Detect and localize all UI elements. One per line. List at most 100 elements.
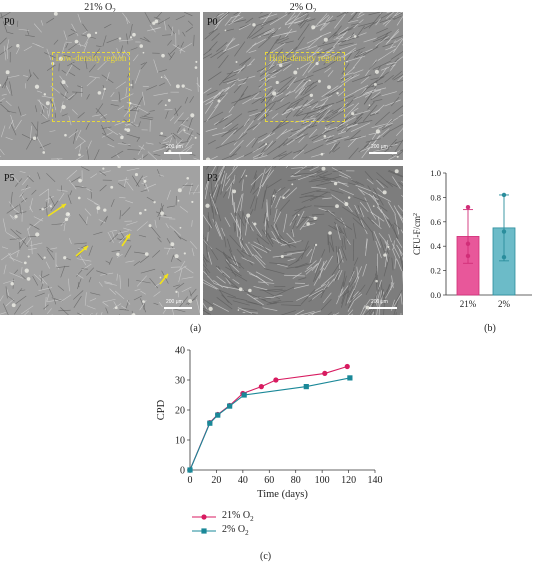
cell-streak: [287, 127, 307, 139]
cell-streak: [12, 208, 22, 215]
yellow-arrows: [47, 203, 169, 285]
cell-streak: [340, 123, 349, 133]
cell-streak: [286, 133, 304, 146]
cell-streak: [151, 27, 162, 31]
cell-streak: [319, 260, 328, 271]
cell-streak: [136, 275, 147, 287]
y-tick-label: 0.2: [430, 266, 441, 276]
cell-streak: [101, 124, 107, 137]
cell-body: [208, 306, 213, 311]
cell-streak: [280, 76, 292, 83]
cell-streak: [323, 110, 339, 120]
cell-streak: [20, 194, 26, 202]
cell-streak: [193, 157, 200, 160]
cell-streak: [397, 75, 403, 82]
cell-streak: [234, 41, 246, 57]
cell-streak: [87, 198, 99, 206]
cell-streak: [308, 178, 329, 183]
cell-streak: [110, 92, 115, 98]
cell-streak: [315, 283, 326, 292]
cell-streak: [401, 213, 403, 216]
cell-body: [333, 181, 338, 186]
cell-streak: [316, 46, 333, 56]
cell-streak: [287, 259, 300, 268]
cell-streak: [329, 85, 342, 95]
data-point: [258, 384, 264, 390]
cell-streak: [136, 280, 151, 284]
cell-streak: [180, 41, 184, 48]
cell-streak: [216, 267, 223, 274]
cell-streak: [306, 248, 313, 257]
cell-streak: [396, 259, 403, 272]
cell-streak: [94, 149, 100, 160]
cell-streak: [101, 132, 113, 138]
cell-streak: [33, 216, 44, 222]
cell-body: [205, 157, 211, 160]
cell-streak: [363, 46, 379, 56]
cell-streak: [0, 12, 3, 19]
cell-streak: [251, 138, 259, 148]
cell-streak: [357, 205, 362, 214]
cell-streak: [265, 166, 273, 174]
cell-streak: [308, 128, 318, 138]
cell-streak: [157, 204, 164, 218]
cell-streak: [391, 275, 394, 289]
cell-streak: [32, 275, 39, 286]
cell-streak: [376, 299, 380, 315]
cell-streak: [356, 266, 359, 280]
cell-streak: [215, 140, 236, 149]
cell-streak: [66, 170, 78, 180]
cell-body: [372, 205, 375, 207]
cell-streak: [174, 112, 184, 124]
cell-streak: [303, 12, 308, 14]
y-tick-label: 10: [175, 436, 185, 447]
series-line-1: [189, 377, 351, 471]
cell-streak: [153, 291, 161, 297]
passage-label: P5: [4, 173, 15, 184]
cell-streak: [211, 32, 220, 41]
cell-streak: [337, 181, 349, 187]
cell-streak: [256, 19, 273, 27]
cell-streak: [396, 15, 403, 26]
cell-streak: [284, 12, 296, 25]
cell-streak: [117, 105, 125, 111]
cell-streak: [361, 147, 370, 159]
cell-streak: [368, 12, 383, 29]
micrograph-p0-2: P0 High-density region 200 μm: [203, 12, 403, 160]
cell-streak: [291, 172, 314, 175]
cell-streak: [70, 28, 78, 34]
cell-streak: [355, 25, 365, 38]
series-line-0: [189, 365, 348, 471]
cell-streak: [277, 76, 295, 92]
cell-streak: [126, 133, 141, 139]
cell-streak: [351, 266, 355, 278]
cell-streak: [375, 35, 389, 47]
cell-streak: [228, 16, 244, 26]
cell-body: [117, 166, 122, 169]
cell-streak: [121, 207, 131, 217]
cell-streak: [139, 255, 150, 263]
cell-body: [167, 99, 171, 102]
cell-streak: [26, 74, 32, 82]
cell-streak: [231, 257, 237, 266]
cell-streak: [386, 31, 400, 44]
cell-streak: [222, 251, 232, 265]
cell-streak: [37, 99, 49, 110]
cell-streak: [367, 216, 375, 225]
cell-streak: [215, 247, 232, 260]
cell-streak: [264, 212, 268, 227]
cell-body: [275, 80, 279, 85]
cell-streak: [261, 169, 275, 186]
cell-streak: [100, 215, 108, 226]
cell-streak: [192, 184, 199, 195]
cell-streak: [228, 184, 232, 199]
cell-streak: [10, 124, 17, 136]
cell-streak: [219, 117, 228, 124]
cell-streak: [341, 238, 344, 248]
cell-streak: [140, 268, 156, 274]
cell-streak: [212, 205, 216, 226]
cell-streak: [116, 238, 131, 242]
cell-streak: [247, 301, 258, 305]
cell-streak: [1, 253, 11, 261]
cell-streak: [217, 266, 226, 277]
